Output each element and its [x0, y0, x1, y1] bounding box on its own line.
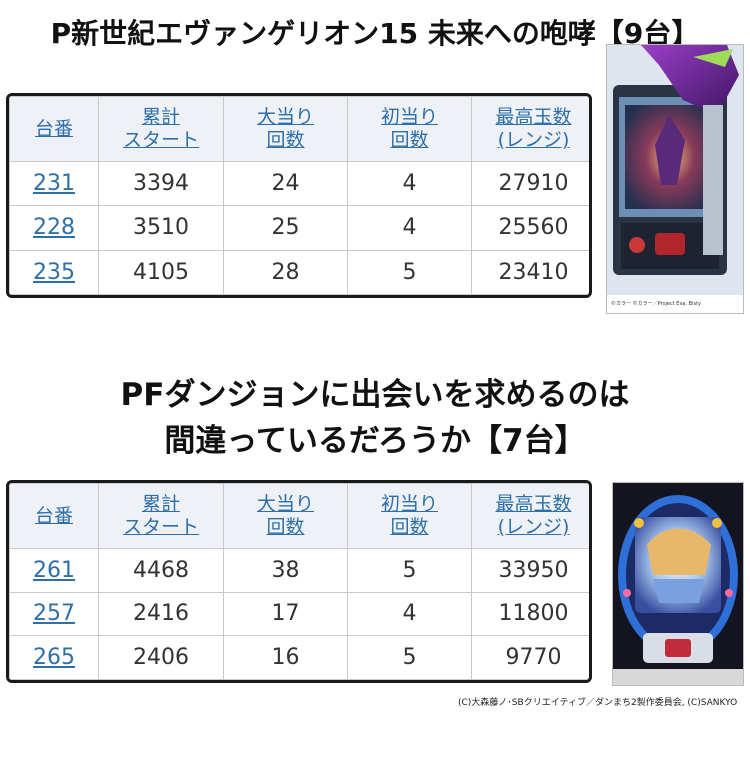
header-max-balls[interactable]: 最高玉数 (レンジ) [471, 483, 589, 549]
section1-table: 台番 累計 スタート 大当り 回数 初当り 回数 最高玉数 (レンジ) 231 3394… [6, 93, 592, 298]
header-total-start[interactable]: 累計 スタート [98, 483, 224, 549]
max-balls-cell: 11800 [471, 591, 589, 637]
total-start-cell: 3394 [98, 160, 224, 207]
max-balls-cell: 25560 [471, 205, 589, 251]
section2-title: PFダンジョンに出会いを求めるのは 間違っているだろうか【7台】 [0, 372, 750, 464]
table-row: 231 3394 24 4 27910 [9, 160, 589, 207]
header-total-start[interactable]: 累計 スタート [98, 96, 224, 162]
big-hits-cell: 38 [223, 548, 348, 593]
unit-number-link[interactable]: 228 [9, 205, 99, 251]
big-hits-cell: 28 [223, 249, 348, 295]
first-hits-cell: 4 [347, 591, 472, 637]
total-start-cell: 4468 [98, 548, 224, 593]
table-row: 261 4468 38 5 33950 [9, 548, 589, 593]
unit-number-link[interactable]: 257 [9, 591, 99, 637]
table-row: 235 4105 28 5 23410 [9, 249, 589, 295]
total-start-cell: 2406 [98, 635, 224, 680]
first-hits-cell: 5 [347, 635, 472, 680]
table-row: 265 2406 16 5 9770 [9, 635, 589, 680]
max-balls-cell: 27910 [471, 160, 589, 207]
big-hits-cell: 25 [223, 205, 348, 251]
section1-title: P新世紀エヴァンゲリオン15 未来への咆哮【9台】 [50, 17, 700, 50]
table-row: 228 3510 25 4 25560 [9, 205, 589, 251]
section2-title-line2: 間違っているだろうか【7台】 [164, 423, 586, 459]
header-unit-number[interactable]: 台番 [9, 96, 99, 162]
big-hits-cell: 24 [223, 160, 348, 207]
table-header-row: 台番 累計 スタート 大当り 回数 初当り 回数 最高玉数 (レンジ) [9, 483, 589, 549]
big-hits-cell: 17 [223, 591, 348, 637]
danmachi-machine-illustration [613, 483, 743, 685]
max-balls-cell: 33950 [471, 548, 589, 593]
table-row: 257 2416 17 4 11800 [9, 591, 589, 637]
unit-number-link[interactable]: 235 [9, 249, 99, 295]
unit-number-link[interactable]: 261 [9, 548, 99, 593]
total-start-cell: 2416 [98, 591, 224, 637]
unit-number-link[interactable]: 265 [9, 635, 99, 680]
header-max-balls[interactable]: 最高玉数 (レンジ) [471, 96, 589, 162]
header-unit-number[interactable]: 台番 [9, 483, 99, 549]
total-start-cell: 3510 [98, 205, 224, 251]
max-balls-cell: 23410 [471, 249, 589, 295]
header-first-hits[interactable]: 初当り 回数 [347, 483, 472, 549]
header-first-hits[interactable]: 初当り 回数 [347, 96, 472, 162]
total-start-cell: 4105 [98, 249, 224, 295]
danmachi-machine-image [612, 482, 744, 686]
copyright-text: (C)大森藤ノ･SBクリエイティブ／ダンまち2製作委員会, (C)SANKYO [458, 698, 738, 708]
big-hits-cell: 16 [223, 635, 348, 680]
max-balls-cell: 9770 [471, 635, 589, 680]
machine-credit: ©カラー ©カラー／Project Eva. Bisty [607, 295, 743, 313]
section2-title-line1: PFダンジョンに出会いを求めるのは [120, 377, 630, 413]
evangelion-machine-illustration [607, 45, 743, 295]
header-big-hits[interactable]: 大当り 回数 [223, 96, 348, 162]
first-hits-cell: 4 [347, 205, 472, 251]
unit-number-link[interactable]: 231 [9, 160, 99, 207]
evangelion-machine-image: ©カラー ©カラー／Project Eva. Bisty [606, 44, 744, 314]
table-header-row: 台番 累計 スタート 大当り 回数 初当り 回数 最高玉数 (レンジ) [9, 96, 589, 162]
first-hits-cell: 4 [347, 160, 472, 207]
header-big-hits[interactable]: 大当り 回数 [223, 483, 348, 549]
first-hits-cell: 5 [347, 548, 472, 593]
section2-table: 台番 累計 スタート 大当り 回数 初当り 回数 最高玉数 (レンジ) 261 4468… [6, 480, 592, 683]
first-hits-cell: 5 [347, 249, 472, 295]
